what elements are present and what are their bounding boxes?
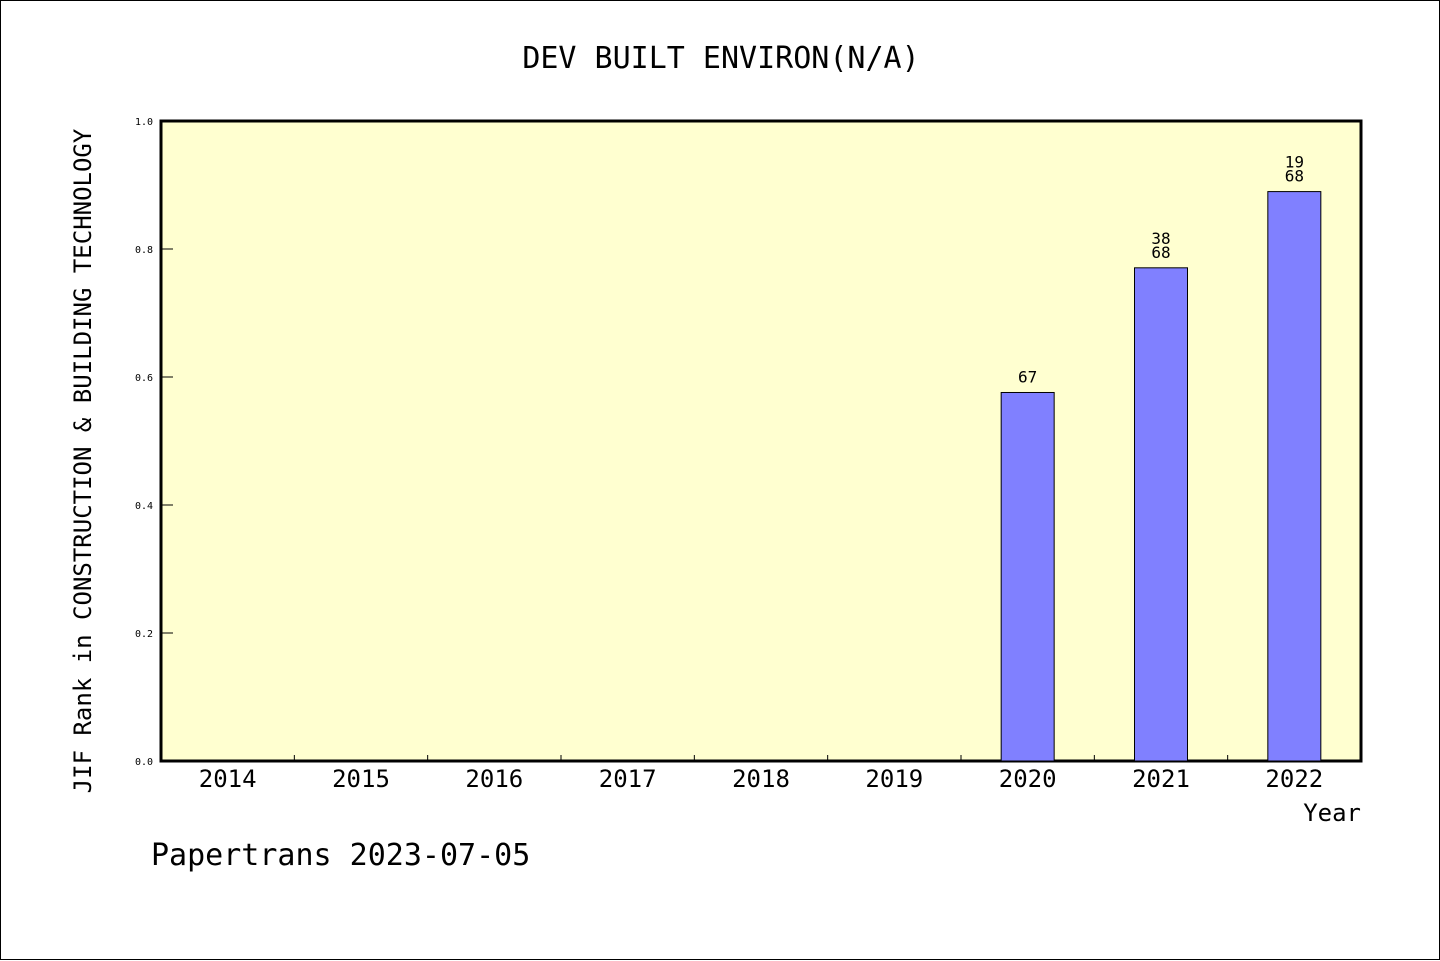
x-tick-label: 2020 xyxy=(999,765,1057,793)
x-tick-label: 2021 xyxy=(1132,765,1190,793)
x-tick-label: 2019 xyxy=(865,765,923,793)
y-axis-ticks: 0.0 0.2 0.4 0.6 0.8 1.0 xyxy=(135,117,173,768)
y-tick-label: 0.4 xyxy=(135,501,153,512)
y-tick-label: 0.6 xyxy=(135,373,153,384)
x-tick-label: 2014 xyxy=(199,765,257,793)
y-tick-label: 0.2 xyxy=(135,629,153,640)
bar-label: 38 xyxy=(1151,229,1170,248)
y-tick-label: 1.0 xyxy=(135,117,153,128)
bar-2020 xyxy=(1000,391,1055,762)
y-tick-label: 0.8 xyxy=(135,245,153,256)
x-tick-label: 2015 xyxy=(332,765,390,793)
y-axis-label: JIF Rank in CONSTRUCTION & BUILDING TECH… xyxy=(69,128,97,793)
bar-2021 xyxy=(1134,267,1188,762)
x-tick-label: 2022 xyxy=(1265,765,1323,793)
x-axis-ticks: 2014 2015 2016 2017 2018 2019 2020 2021 2022 xyxy=(199,755,1323,793)
y-tick-label: 0.0 xyxy=(135,757,153,768)
bar-label: 68 xyxy=(1151,243,1170,262)
footer-text: Papertrans 2023-07-05 xyxy=(151,838,530,873)
bar-2022 xyxy=(1267,191,1322,762)
x-tick-label: 2018 xyxy=(732,765,790,793)
x-axis-label: Year xyxy=(1303,799,1361,827)
x-tick-label: 2016 xyxy=(465,765,523,793)
bar-label: 19 xyxy=(1285,153,1304,172)
x-tick-label: 2017 xyxy=(599,765,657,793)
bar-label: 68 xyxy=(1285,167,1304,186)
chart-title: DEV BUILT ENVIRON(N/A) xyxy=(522,41,919,76)
bar-label: 67 xyxy=(1018,367,1037,386)
